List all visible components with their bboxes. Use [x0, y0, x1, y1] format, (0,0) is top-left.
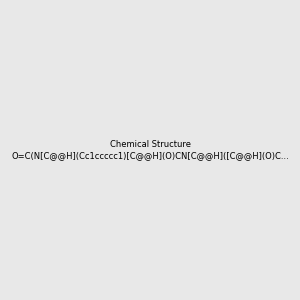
Text: Chemical Structure
O=C(N[C@@H](Cc1ccccc1)[C@@H](O)CN[C@@H]([C@@H](O)C...: Chemical Structure O=C(N[C@@H](Cc1ccccc1…	[11, 140, 289, 160]
